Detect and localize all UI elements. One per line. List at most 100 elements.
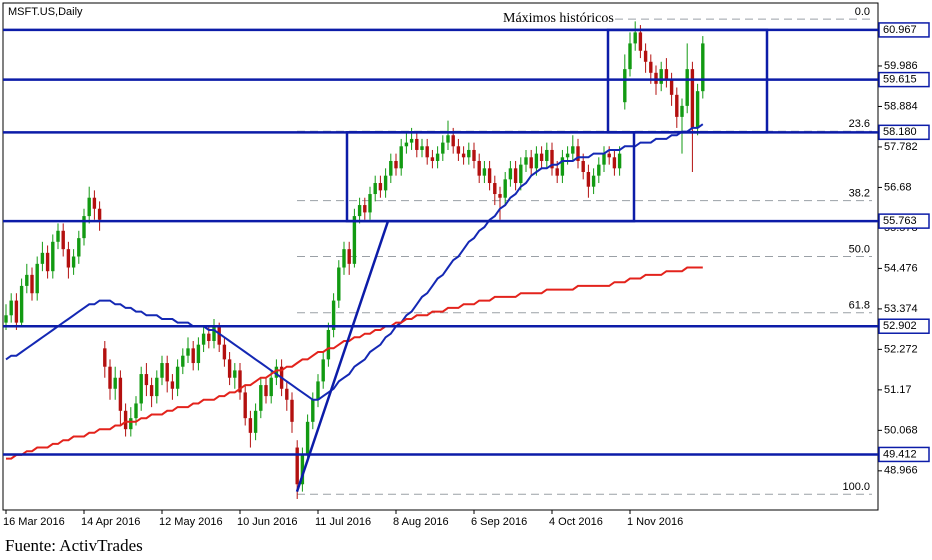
candle-body — [415, 138, 419, 150]
candle-body — [51, 241, 55, 272]
level-label-box — [878, 71, 930, 88]
candle-body — [9, 300, 13, 316]
level-label-box — [878, 22, 930, 38]
candle-body — [399, 146, 403, 169]
candle-body — [654, 72, 658, 84]
candle-body — [248, 418, 253, 433]
candle-body — [389, 160, 393, 176]
candle-body — [212, 326, 216, 341]
candle-body — [669, 80, 674, 95]
candle-body — [82, 216, 86, 239]
x-tick-label: 6 Sep 2016 — [471, 516, 527, 528]
candle-body — [56, 230, 60, 242]
candle-body — [659, 69, 663, 84]
y-tick-label: 56.68 — [884, 181, 912, 193]
candle-body — [664, 69, 669, 81]
candle-body — [628, 43, 632, 70]
candle-body — [175, 366, 180, 389]
candle-body — [451, 135, 455, 147]
candle-body — [35, 263, 39, 294]
candle-body — [264, 385, 268, 397]
candle-body — [217, 326, 221, 345]
moving-average — [5, 123, 704, 401]
candle-body — [565, 153, 570, 158]
candle-body — [233, 370, 237, 378]
candle-body — [571, 146, 575, 154]
candle-body — [394, 160, 398, 169]
moving-average — [6, 266, 703, 460]
candle-body — [290, 399, 294, 422]
trendline — [295, 220, 390, 493]
candle-body — [285, 388, 289, 400]
candle-body — [368, 194, 372, 213]
candle-body — [550, 149, 554, 169]
candle-body — [144, 374, 149, 386]
level-label-box — [878, 318, 930, 334]
fibonacci-label: 61.8 — [849, 300, 870, 312]
candle-body — [597, 164, 601, 176]
candle-body — [581, 160, 585, 172]
y-tick-label: 51.17 — [884, 384, 912, 396]
candle-body — [316, 381, 320, 400]
candle-body — [591, 175, 596, 187]
candle-body — [503, 179, 507, 198]
candle-body — [243, 392, 247, 419]
candle-body — [201, 333, 206, 345]
candle-body — [118, 377, 123, 411]
candle-body — [196, 344, 201, 364]
candle-body — [472, 149, 476, 161]
candle-body — [331, 300, 336, 330]
candle-body — [461, 153, 466, 158]
level-label-box — [878, 446, 930, 463]
candle-body — [274, 366, 279, 378]
candle-body — [467, 149, 471, 158]
candle-body — [347, 249, 351, 264]
candle-body — [680, 105, 684, 117]
level-label: 60.967 — [883, 24, 917, 36]
x-tick-label: 1 Nov 2016 — [627, 516, 683, 528]
candle-body — [149, 385, 154, 397]
candle-body — [493, 183, 497, 195]
x-tick-label: 11 Jul 2016 — [315, 516, 371, 528]
candle-body — [71, 256, 76, 268]
candle-body — [259, 385, 263, 411]
candle-body — [181, 355, 185, 367]
y-tick-label: 57.782 — [884, 141, 918, 153]
candle-body — [519, 164, 523, 184]
x-tick-label: 14 Apr 2016 — [81, 516, 140, 528]
fibonacci-label: 0.0 — [855, 6, 870, 18]
candle-body — [435, 153, 440, 161]
candle-body — [155, 377, 159, 397]
level-label: 55.763 — [883, 215, 917, 227]
candle-body — [482, 168, 487, 176]
candle-body — [363, 205, 367, 213]
candle-body — [373, 183, 377, 195]
chart-title: MSFT.US,Daily — [8, 6, 83, 18]
candle-body — [40, 252, 45, 264]
candle-body — [113, 377, 117, 389]
fibonacci-label: 50.0 — [849, 243, 870, 255]
level-label: 58.180 — [883, 126, 917, 138]
candle-body — [498, 194, 502, 198]
fibonacci-label: 38.2 — [849, 188, 870, 200]
candle-body — [207, 333, 211, 341]
candle-body — [186, 348, 190, 356]
annotation: Máximos históricos — [503, 11, 614, 26]
candle-body — [560, 157, 565, 176]
candle-body — [378, 183, 383, 191]
candle-body — [607, 153, 611, 158]
level-label: 49.412 — [883, 448, 917, 460]
candle-body — [45, 252, 50, 272]
y-tick-label: 48.966 — [884, 465, 918, 477]
candle-body — [539, 153, 544, 161]
candle-body — [326, 329, 331, 360]
candle-body — [66, 249, 71, 268]
x-tick-label: 10 Jun 2016 — [237, 516, 298, 528]
candle-body — [253, 410, 258, 433]
candle-body — [92, 197, 97, 209]
candle-body — [30, 274, 34, 294]
fibonacci-label: 23.6 — [849, 118, 870, 130]
candle-body — [446, 135, 450, 143]
candle-body — [456, 146, 461, 154]
